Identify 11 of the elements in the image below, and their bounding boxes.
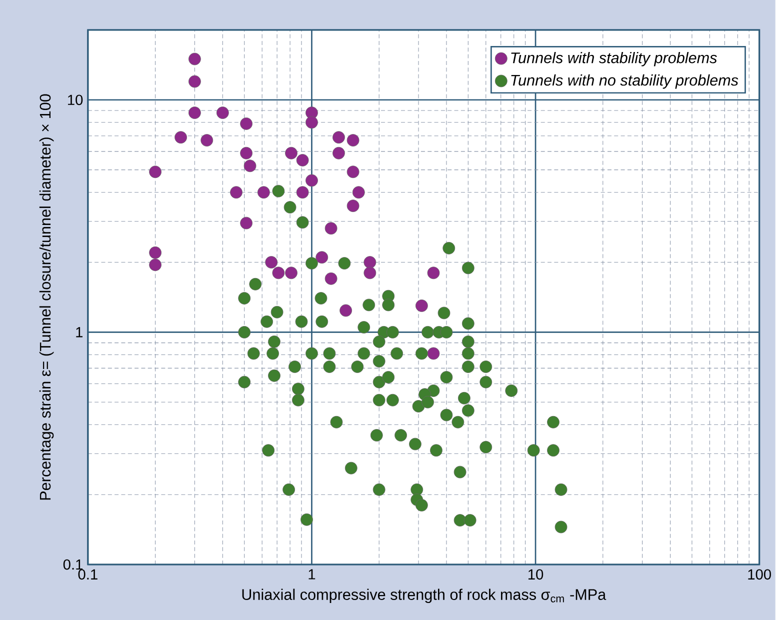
- x-tick-label: 10: [528, 569, 544, 580]
- x-tick-label: 0.1: [78, 569, 98, 580]
- legend-label: Tunnels with stability problems: [511, 52, 717, 66]
- y-axis-title: Percentage strain ε= (Tunnel closure/tunnel diameter) × 100: [39, 94, 54, 500]
- y-tick-label: 1: [76, 326, 83, 338]
- legend-label: Tunnels with no stability problems: [511, 74, 738, 88]
- x-tick-label: 100: [748, 569, 771, 580]
- x-tick-label: 1: [308, 569, 316, 580]
- y-tick-label: 10: [68, 94, 83, 105]
- x-axis-title: Uniaxial compressive strength of rock mass σ$_{cm}$ -MPa: [242, 588, 606, 603]
- y-tick-label: 0.1: [63, 559, 83, 570]
